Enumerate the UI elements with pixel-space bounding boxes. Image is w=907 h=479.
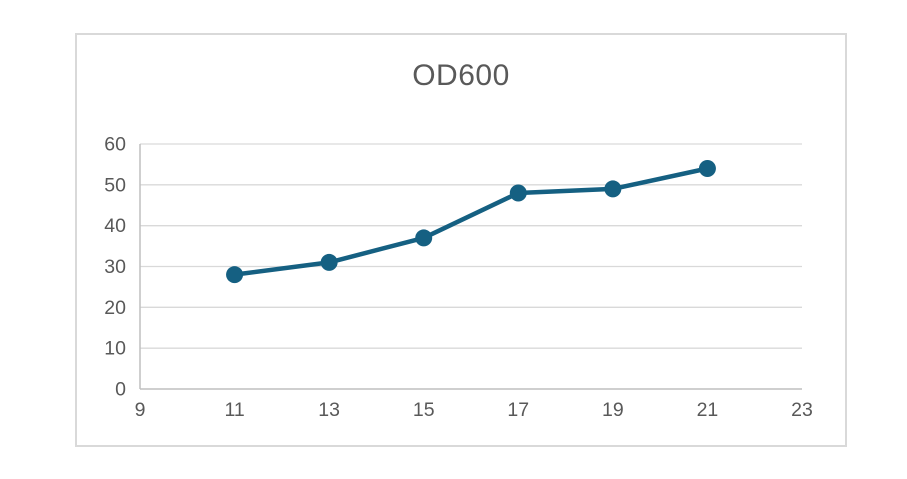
x-tick-label: 23: [791, 399, 813, 421]
plot-svg: 0 10 20 30 40 50 60 9 11 13 15 17 19 21 23: [104, 134, 813, 422]
data-point-marker: [415, 229, 433, 247]
x-tick-label: 17: [507, 399, 529, 421]
y-tick-label: 40: [104, 215, 126, 237]
data-point-marker: [604, 180, 622, 198]
x-tick-label: 15: [413, 399, 435, 421]
chart-title: OD600: [412, 59, 510, 92]
y-tick-label: 20: [104, 297, 126, 319]
y-tick-label: 0: [115, 379, 126, 401]
y-tick-label: 30: [104, 256, 126, 278]
x-tick-label: 9: [135, 399, 146, 421]
data-point-marker: [320, 253, 338, 271]
x-tick-label: 19: [602, 399, 624, 421]
series-line: [232, 166, 710, 277]
data-point-marker: [226, 266, 244, 284]
data-point-marker: [509, 184, 527, 202]
x-tick-label: 11: [224, 399, 244, 421]
y-tick-label: 10: [104, 338, 126, 360]
data-point-marker: [698, 160, 716, 177]
x-tick-label: 21: [697, 399, 719, 421]
y-tick-label: 50: [104, 174, 126, 196]
x-tick-label: 13: [318, 399, 340, 421]
y-tick-label: 60: [104, 134, 126, 156]
chart-area[interactable]: OD600 0 10 20 30 40 50 60 9 11 13 15 17 19 21 23: [75, 33, 847, 447]
